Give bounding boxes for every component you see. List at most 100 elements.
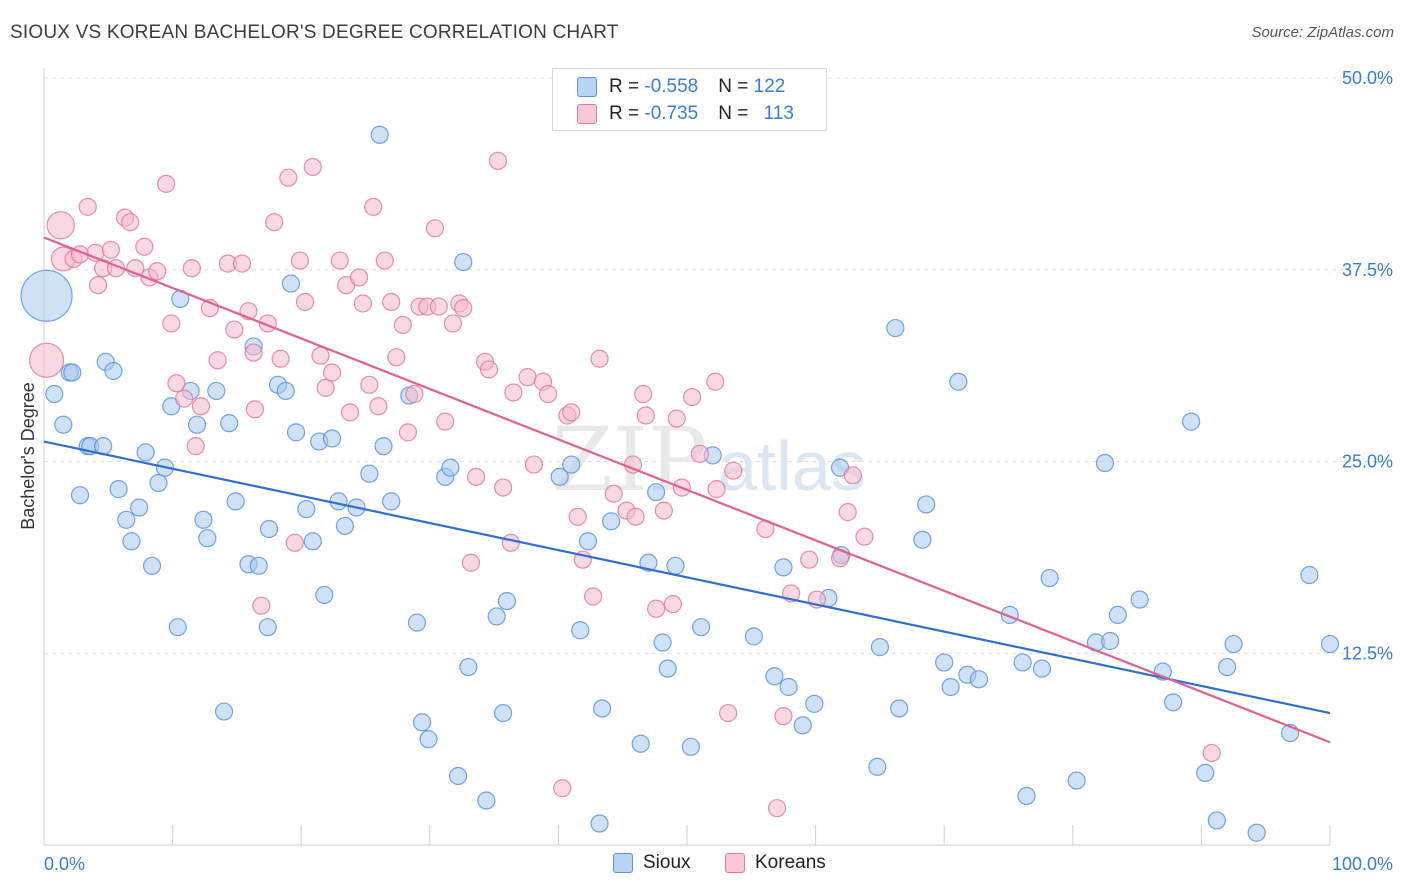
scatter-point-sioux [136,443,155,462]
scatter-point-koreans [398,423,418,442]
scatter-point-sioux [142,556,162,575]
legend-n-label: N = [718,76,754,97]
scatter-point-sioux [487,607,506,626]
scatter-point-sioux [890,699,909,718]
scatter-point-sioux [1300,565,1319,585]
scatter-point-sioux [1130,590,1149,609]
scatter-point-sioux [194,510,213,529]
scatter-point-koreans [175,389,194,408]
scatter-point-sioux [868,757,887,776]
scatter-point-sioux [448,766,468,786]
scatter-point-koreans [46,211,75,240]
scatter-point-koreans [303,157,322,177]
scatter-point-koreans [340,403,360,422]
scatter-point-sioux [692,618,711,637]
scatter-point-sioux [494,703,513,723]
scatter-point-sioux [441,458,460,477]
scatter-point-sioux [941,677,960,697]
scatter-point-koreans [186,437,205,456]
scatter-point-sioux [198,529,217,548]
scatter-point-sioux [63,363,82,382]
scatter-point-koreans [148,262,167,281]
scatter-point-sioux [593,699,612,718]
scatter-point-sioux [870,638,890,657]
scatter-point-sioux [631,734,650,753]
scatter-point-sioux [130,498,149,517]
scatter-point-koreans [245,400,265,419]
scatter-point-sioux [935,653,954,672]
legend-n-label: N = [718,103,754,124]
scatter-point-sioux [322,429,342,448]
scatter-point-sioux [1108,605,1127,625]
y-tick-label: 37.5% [1342,260,1393,280]
scatter-point-koreans [590,349,609,368]
scatter-point-sioux [412,713,432,732]
scatter-point-sioux [578,532,598,551]
scatter-point-sioux [276,381,295,401]
grid-layer [44,77,1392,654]
bottom-legend-label-koreans: Koreans [755,852,826,873]
scatter-point-sioux [477,791,496,810]
scatter-point-koreans [369,397,388,416]
scatter-point-koreans [454,299,473,318]
scatter-point-sioux [1095,453,1115,473]
scatter-point-sioux [407,613,427,632]
chart-title: SIOUX VS KOREAN BACHELOR'S DEGREE CORREL… [10,22,619,43]
scatter-point-sioux [1182,412,1201,431]
scatter-point-sioux [20,269,73,322]
scatter-point-sioux [45,384,64,404]
scatter-point-sioux [917,495,936,514]
scatter-point-sioux [459,657,478,677]
scatter-point-koreans [330,251,349,270]
scatter-point-sioux [653,633,672,652]
scatter-point-sioux [793,716,812,735]
scatter-point-sioux [774,558,793,577]
legend-n-value: 113 [763,103,794,124]
scatter-point-koreans [647,599,666,618]
scatter-point-sioux [259,519,279,539]
legend-row-sioux: R = -0.558 N = 122 [577,75,785,99]
scatter-point-koreans [494,478,513,497]
scatter-point-koreans [838,503,857,522]
scatter-point-koreans [157,174,176,193]
points-layer [20,125,1340,842]
scatter-point-sioux [281,274,301,293]
scatter-point-koreans [568,507,587,526]
scatter-point-koreans [634,384,653,404]
scatter-point-koreans [479,360,499,379]
trendline-sioux [43,440,1331,715]
scatter-point-sioux [303,532,322,551]
scatter-point-sioux [454,252,473,272]
scatter-point-koreans [316,378,335,397]
scatter-point-koreans [707,480,726,499]
scatter-point-sioux [258,618,277,637]
scatter-point-koreans [562,403,581,422]
scatter-point-koreans [387,348,406,367]
scatter-point-koreans [135,237,154,256]
scatter-point-koreans [461,553,481,572]
scatter-point-koreans [375,251,394,270]
legend-swatch-sioux [577,77,597,97]
scatter-point-sioux [497,591,517,611]
scatter-point-sioux [681,737,700,756]
scatter-point-koreans [436,412,455,431]
scatter-point-sioux [104,361,123,381]
scatter-point-koreans [539,384,558,404]
scatter-point-sioux [286,423,306,442]
scatter-point-koreans [553,779,572,798]
scatter-point-sioux [639,553,658,572]
scatter-point-koreans [322,363,342,382]
scatter-point-koreans [101,240,120,259]
scatter-point-koreans [429,297,448,316]
scatter-point-sioux [886,318,905,338]
scatter-point-sioux [149,473,168,493]
scatter-point-sioux [370,125,389,144]
scatter-point-koreans [524,455,544,474]
scatter-point-koreans [279,168,298,187]
scatter-point-sioux [315,585,334,605]
scatter-point-koreans [654,501,673,520]
scatter-point-sioux [1067,771,1086,790]
scatter-point-sioux [1032,659,1052,678]
bottom-legend-swatch-koreans [725,853,745,873]
